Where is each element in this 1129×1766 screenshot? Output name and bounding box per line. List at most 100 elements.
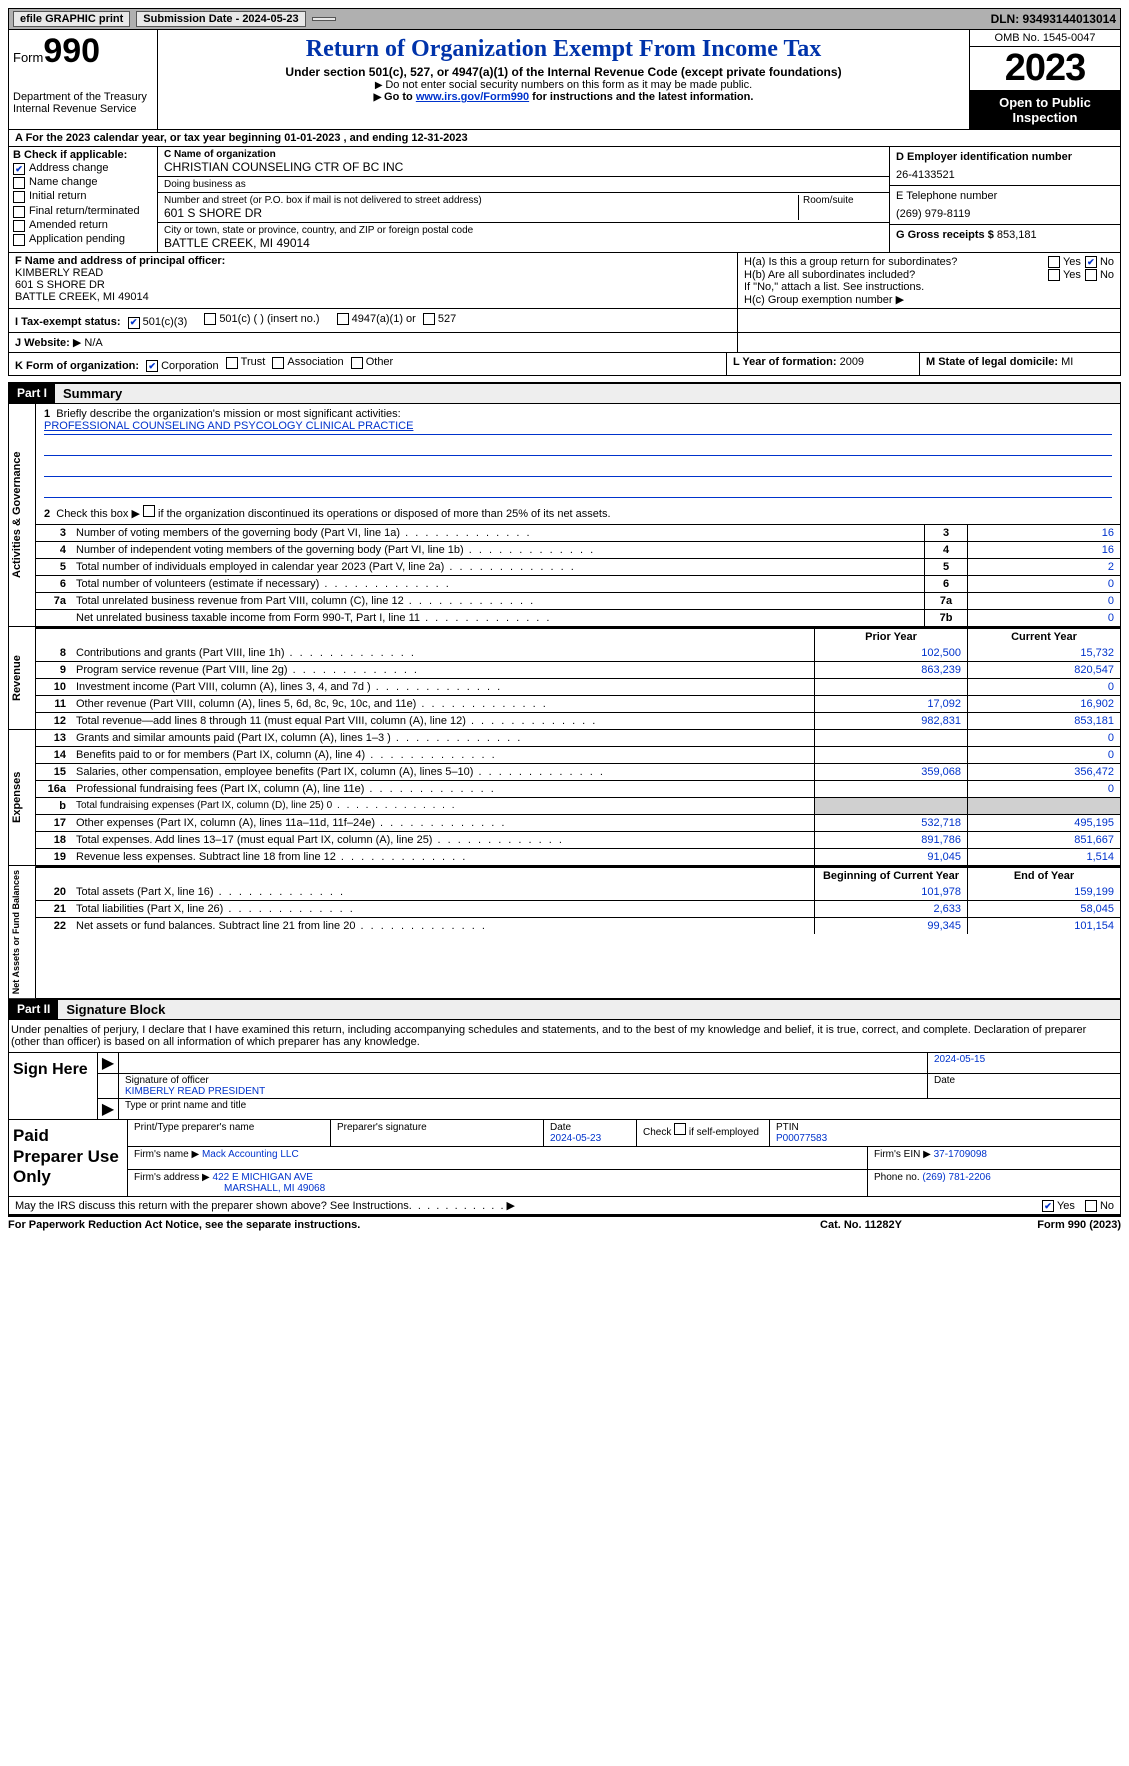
line2-label: Check this box: [56, 508, 131, 520]
ha-no[interactable]: [1085, 256, 1097, 268]
curr-val: 15,732: [968, 645, 1121, 662]
year-formation-label: L Year of formation:: [733, 356, 837, 368]
firm-ein-label: Firm's EIN: [874, 1149, 920, 1160]
chk-501c3[interactable]: [128, 317, 140, 329]
goto-post: for instructions and the latest informat…: [529, 91, 753, 103]
chk-name-change[interactable]: [13, 177, 25, 189]
line-desc: Contributions and grants (Part VIII, lin…: [70, 645, 815, 662]
curr-val: 356,472: [968, 764, 1121, 781]
netassets-section: Net Assets or Fund Balances Beginning of…: [8, 866, 1121, 999]
curr-val: 58,045: [968, 901, 1121, 918]
line-num: 4: [36, 542, 70, 559]
line-val: 16: [968, 542, 1121, 559]
curr-val: 16,902: [968, 696, 1121, 713]
hb-yes[interactable]: [1048, 269, 1060, 281]
line-val: 0: [968, 576, 1121, 593]
chk-corp[interactable]: [146, 360, 158, 372]
ptin-label: PTIN: [776, 1122, 799, 1133]
chk-501c[interactable]: [204, 313, 216, 325]
line-num: 3: [36, 525, 70, 542]
chk-527[interactable]: [423, 313, 435, 325]
sign-here-label: Sign Here: [9, 1053, 98, 1119]
line-desc: Grants and similar amounts paid (Part IX…: [70, 730, 815, 747]
irs-link[interactable]: www.irs.gov/Form990: [416, 91, 529, 103]
line-num: 14: [36, 747, 70, 764]
hb-label: H(b) Are all subordinates included?: [744, 269, 1044, 281]
curr-val: 159,199: [968, 884, 1121, 901]
chk-address-change[interactable]: [13, 163, 25, 175]
hdr-curr: Current Year: [968, 628, 1121, 645]
chk-discontinued[interactable]: [143, 505, 155, 517]
officer-street: 601 S SHORE DR: [15, 279, 731, 291]
street-value: 601 S SHORE DR: [164, 206, 794, 220]
prior-val: 982,831: [815, 713, 968, 730]
ptin: P00077583: [776, 1133, 827, 1144]
prior-val: 2,633: [815, 901, 968, 918]
paid-preparer-block: Paid Preparer Use Only Print/Type prepar…: [8, 1120, 1121, 1197]
prep-name-label: Print/Type preparer's name: [128, 1120, 331, 1146]
discuss-no[interactable]: [1085, 1200, 1097, 1212]
prep-date-label: Date: [550, 1122, 571, 1133]
line-desc: Number of independent voting members of …: [70, 542, 925, 559]
mission-line2: .: [44, 441, 1112, 456]
part1-header: Part I Summary: [8, 382, 1121, 404]
side-revenue: Revenue: [9, 627, 36, 729]
chk-4947[interactable]: [337, 313, 349, 325]
discuss-yes[interactable]: [1042, 1200, 1054, 1212]
chk-assoc[interactable]: [272, 357, 284, 369]
curr-val: 1,514: [968, 849, 1121, 866]
efile-print-button[interactable]: efile GRAPHIC print: [13, 11, 130, 27]
prior-val: 17,092: [815, 696, 968, 713]
prior-val: 102,500: [815, 645, 968, 662]
submission-date-button[interactable]: Submission Date - 2024-05-23: [136, 11, 305, 27]
chk-final-return[interactable]: [13, 206, 25, 218]
goto-pre: Go to: [384, 91, 416, 103]
omb-number: OMB No. 1545-0047: [970, 30, 1120, 47]
form-header: Form990 Department of the Treasury Inter…: [8, 30, 1121, 130]
perjury-statement: Under penalties of perjury, I declare th…: [8, 1020, 1121, 1053]
hdr-begin: Beginning of Current Year: [815, 867, 968, 884]
line-num: [36, 610, 70, 627]
line-desc: Net assets or fund balances. Subtract li…: [70, 918, 815, 935]
ha-label: H(a) Is this a group return for subordin…: [744, 256, 1044, 268]
prep-date: 2024-05-23: [550, 1133, 601, 1144]
box-b: B Check if applicable: Address change Na…: [9, 147, 158, 252]
year-formation: 2009: [840, 356, 864, 368]
chk-self-employed[interactable]: [674, 1123, 686, 1135]
part1-tag: Part I: [9, 384, 55, 403]
gross-label: G Gross receipts $: [896, 229, 994, 241]
chk-initial-return-label: Initial return: [29, 190, 86, 203]
phone-value: (269) 979-8119: [896, 208, 1114, 220]
prior-val: 91,045: [815, 849, 968, 866]
chk-other[interactable]: [351, 357, 363, 369]
blank-button[interactable]: [312, 17, 336, 21]
line-num: 7a: [36, 593, 70, 610]
hb-no[interactable]: [1085, 269, 1097, 281]
footer-left: For Paperwork Reduction Act Notice, see …: [8, 1219, 761, 1231]
phone-label: E Telephone number: [896, 190, 1114, 202]
chk-final-return-label: Final return/terminated: [29, 205, 140, 218]
part2-tag: Part II: [9, 1000, 58, 1019]
part2-header: Part II Signature Block: [8, 999, 1121, 1020]
city-value: BATTLE CREEK, MI 49014: [164, 236, 883, 250]
chk-app-pending-label: Application pending: [29, 233, 125, 246]
chk-app-pending[interactable]: [13, 234, 25, 246]
line-num: 10: [36, 679, 70, 696]
org-name: CHRISTIAN COUNSELING CTR OF BC INC: [164, 160, 883, 174]
expenses-table: 13 Grants and similar amounts paid (Part…: [36, 730, 1120, 865]
chk-initial-return[interactable]: [13, 191, 25, 203]
officer-sig-name: KIMBERLY READ PRESIDENT: [125, 1086, 265, 1097]
line-num: 22: [36, 918, 70, 935]
firm-addr-label: Firm's address: [134, 1172, 199, 1183]
sign-arrow-2: ▶: [98, 1099, 119, 1119]
prior-curr-spacer: [70, 628, 815, 645]
gross-value: 853,181: [997, 229, 1037, 241]
curr-val: 853,181: [968, 713, 1121, 730]
chk-amended[interactable]: [13, 220, 25, 232]
ha-yes[interactable]: [1048, 256, 1060, 268]
footer-right: Form 990 (2023): [961, 1219, 1121, 1231]
chk-trust[interactable]: [226, 357, 238, 369]
line-desc: Other expenses (Part IX, column (A), lin…: [70, 815, 815, 832]
line-num: 19: [36, 849, 70, 866]
dln-label: DLN: 93493144013014: [991, 12, 1116, 26]
